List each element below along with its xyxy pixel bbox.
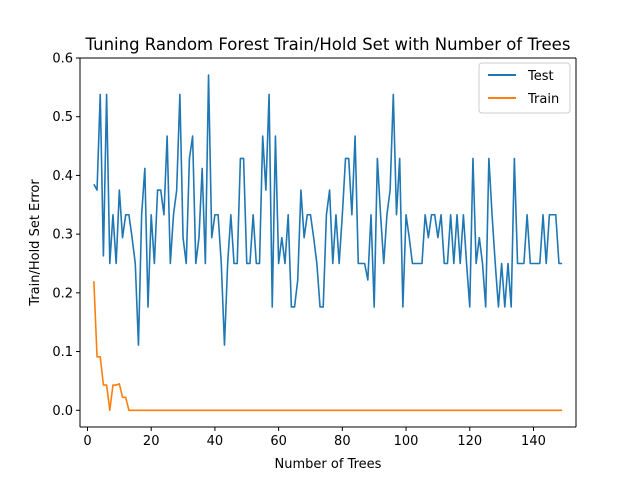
y-tick-label: 0.1 (52, 345, 73, 360)
x-tick-label: 100 (394, 434, 419, 449)
series-layer (93, 74, 563, 412)
y-tick-label: 0.3 (52, 228, 73, 243)
legend: Test Train (478, 62, 571, 114)
legend-label-train: Train (527, 92, 559, 107)
series-line-train (93, 281, 563, 412)
y-tick-label: 0.4 (52, 169, 73, 184)
series-line-test (93, 74, 563, 346)
chart-title: Tuning Random Forest Train/Hold Set with… (85, 35, 571, 54)
x-axis-label: Number of Trees (275, 457, 382, 472)
y-axis-label: Train/Hold Set Error (28, 179, 43, 307)
y-tick-label: 0.6 (52, 52, 73, 67)
x-tick-label: 140 (521, 434, 546, 449)
x-axis-ticks: 0 20 40 60 80 100 120 140 (83, 427, 546, 449)
y-tick-label: 0.0 (52, 404, 73, 419)
x-tick-label: 120 (457, 434, 482, 449)
y-axis-ticks: 0.0 0.1 0.2 0.3 0.4 0.5 0.6 (52, 52, 80, 419)
y-tick-label: 0.5 (52, 110, 73, 125)
legend-label-test: Test (527, 69, 554, 84)
x-tick-label: 20 (143, 434, 160, 449)
x-tick-label: 80 (334, 434, 351, 449)
x-tick-label: 40 (207, 434, 224, 449)
y-tick-label: 0.2 (52, 286, 73, 301)
x-tick-label: 0 (83, 434, 91, 449)
x-tick-label: 60 (270, 434, 287, 449)
